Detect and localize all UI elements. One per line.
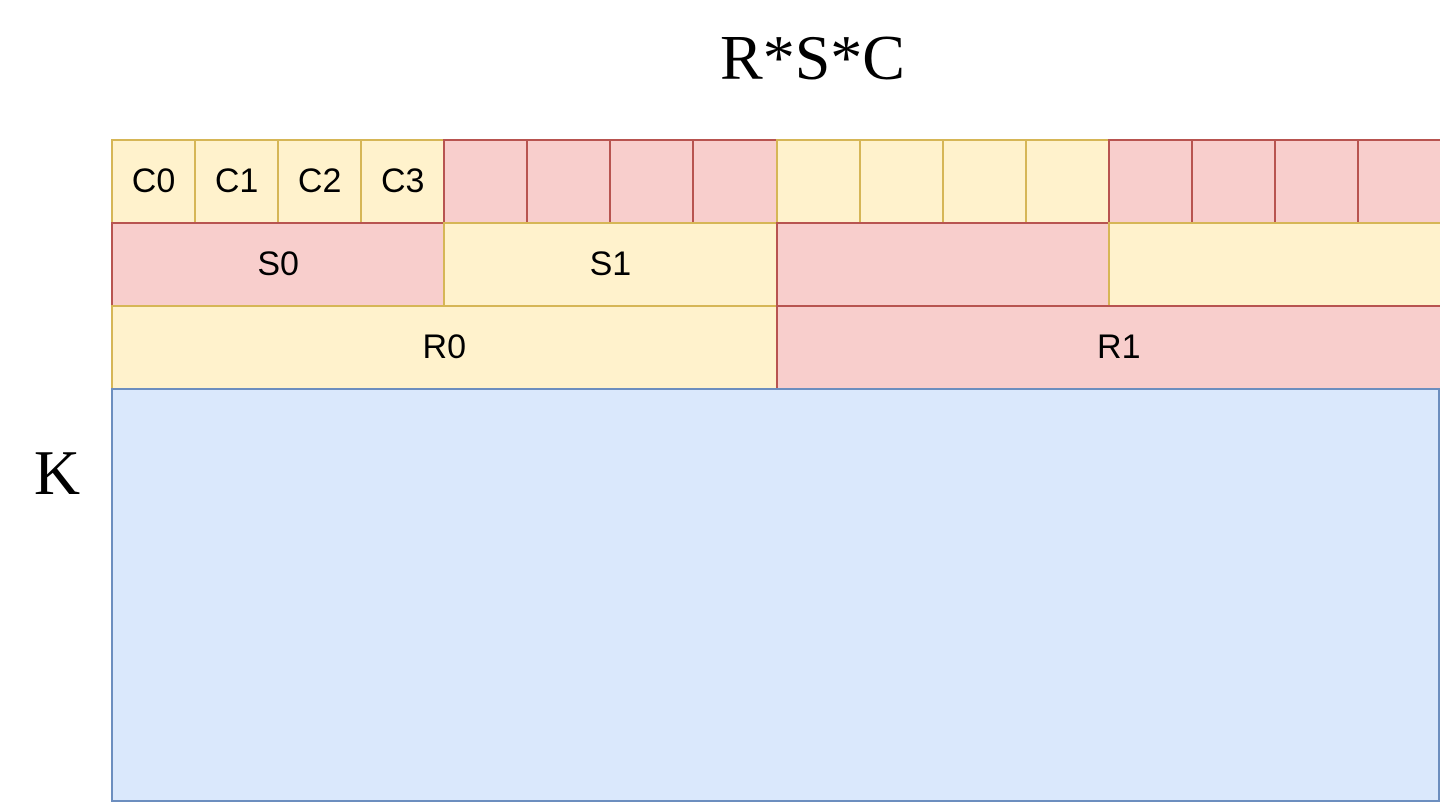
c-cell	[526, 139, 612, 224]
c-cell	[443, 139, 529, 224]
c-cell: C2	[277, 139, 363, 224]
s-block-label: S0	[257, 245, 299, 283]
c-cell: C0	[111, 139, 197, 224]
s-block-label: S1	[589, 245, 632, 283]
s-block: S0	[111, 222, 446, 307]
c-cell	[1107, 139, 1193, 224]
c-cell	[1356, 139, 1440, 224]
c-cell-label: C1	[214, 162, 259, 200]
r-block: R0	[111, 305, 778, 390]
c-cell	[941, 139, 1027, 224]
s-block: S1	[443, 222, 778, 307]
c-cell	[609, 139, 695, 224]
c-cell-label: C0	[131, 162, 176, 200]
c-cell: C3	[360, 139, 446, 224]
diagram-title: R*S*C	[720, 22, 905, 93]
c-cell	[1190, 139, 1276, 224]
c-cell	[858, 139, 944, 224]
r-block-label: R1	[1097, 328, 1141, 366]
s-block	[775, 222, 1110, 307]
c-cell	[1024, 139, 1110, 224]
c-cell	[775, 139, 861, 224]
c-cell-label: C3	[380, 162, 425, 200]
r-block: R1	[775, 305, 1440, 390]
s-block	[1107, 222, 1440, 307]
c-cell	[1273, 139, 1359, 224]
c-cell-label: C2	[297, 162, 342, 200]
r-block-label: R0	[422, 328, 466, 366]
c-cell: C1	[194, 139, 280, 224]
k-axis-label: K	[33, 437, 81, 508]
c-cell	[692, 139, 778, 224]
k-block	[111, 388, 1440, 802]
